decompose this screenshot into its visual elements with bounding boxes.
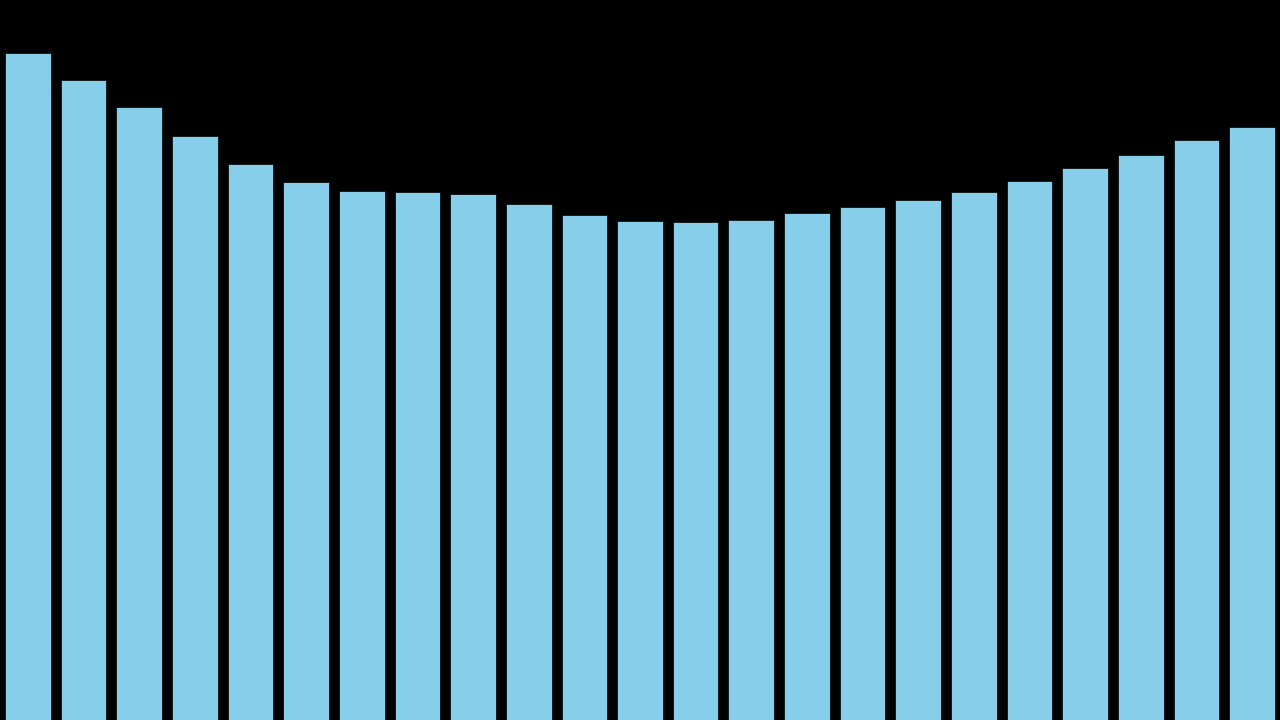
Bar <box>785 212 829 720</box>
Bar <box>1117 155 1164 720</box>
Bar <box>840 207 886 720</box>
Bar <box>1007 181 1052 720</box>
Bar <box>896 200 941 720</box>
Bar <box>116 107 163 720</box>
Bar <box>339 191 384 720</box>
Bar <box>451 194 495 720</box>
Bar <box>1062 168 1108 720</box>
Bar <box>60 80 106 720</box>
Bar <box>617 221 663 720</box>
Bar <box>1174 140 1220 720</box>
Bar <box>728 220 774 720</box>
Bar <box>394 192 440 720</box>
Bar <box>1229 127 1275 720</box>
Bar <box>951 192 997 720</box>
Bar <box>172 136 218 720</box>
Bar <box>673 222 718 720</box>
Bar <box>562 215 607 720</box>
Bar <box>228 164 273 720</box>
Bar <box>283 182 329 720</box>
Bar <box>5 53 51 720</box>
Bar <box>506 204 552 720</box>
